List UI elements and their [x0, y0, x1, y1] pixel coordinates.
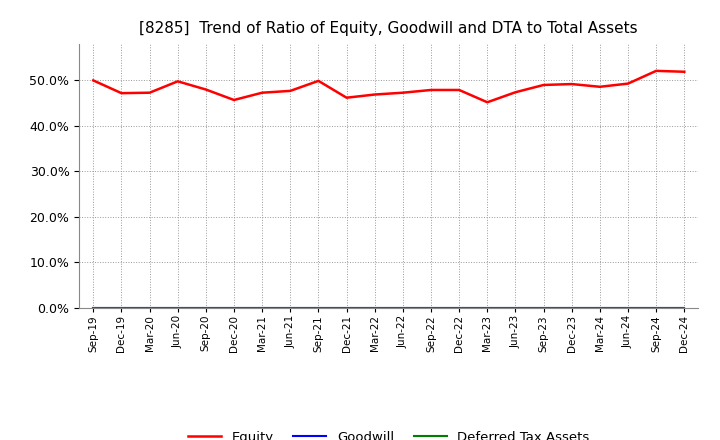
Deferred Tax Assets [370, 305, 379, 311]
Equity [286, 88, 294, 94]
Goodwill [652, 305, 660, 311]
Equity [539, 82, 548, 88]
Equity [483, 99, 492, 105]
Equity [314, 78, 323, 84]
Equity [652, 68, 660, 73]
Goodwill [595, 305, 604, 311]
Goodwill [399, 305, 408, 311]
Goodwill [117, 305, 126, 311]
Deferred Tax Assets [511, 305, 520, 311]
Deferred Tax Assets [455, 305, 464, 311]
Equity [174, 79, 182, 84]
Title: [8285]  Trend of Ratio of Equity, Goodwill and DTA to Total Assets: [8285] Trend of Ratio of Equity, Goodwil… [140, 21, 638, 36]
Goodwill [174, 305, 182, 311]
Goodwill [680, 305, 688, 311]
Equity [230, 97, 238, 103]
Goodwill [567, 305, 576, 311]
Goodwill [539, 305, 548, 311]
Deferred Tax Assets [595, 305, 604, 311]
Goodwill [455, 305, 464, 311]
Deferred Tax Assets [202, 305, 210, 311]
Goodwill [89, 305, 98, 311]
Deferred Tax Assets [314, 305, 323, 311]
Equity [427, 87, 436, 92]
Deferred Tax Assets [680, 305, 688, 311]
Goodwill [342, 305, 351, 311]
Deferred Tax Assets [286, 305, 294, 311]
Goodwill [314, 305, 323, 311]
Deferred Tax Assets [483, 305, 492, 311]
Goodwill [624, 305, 632, 311]
Deferred Tax Assets [117, 305, 126, 311]
Equity [117, 91, 126, 96]
Deferred Tax Assets [539, 305, 548, 311]
Deferred Tax Assets [230, 305, 238, 311]
Deferred Tax Assets [258, 305, 266, 311]
Goodwill [286, 305, 294, 311]
Goodwill [511, 305, 520, 311]
Goodwill [202, 305, 210, 311]
Equity [511, 90, 520, 95]
Deferred Tax Assets [567, 305, 576, 311]
Deferred Tax Assets [89, 305, 98, 311]
Equity [202, 87, 210, 92]
Equity [624, 81, 632, 86]
Goodwill [145, 305, 154, 311]
Line: Equity: Equity [94, 71, 684, 102]
Deferred Tax Assets [624, 305, 632, 311]
Deferred Tax Assets [427, 305, 436, 311]
Equity [342, 95, 351, 100]
Deferred Tax Assets [145, 305, 154, 311]
Equity [370, 92, 379, 97]
Equity [145, 90, 154, 95]
Deferred Tax Assets [399, 305, 408, 311]
Deferred Tax Assets [652, 305, 660, 311]
Goodwill [427, 305, 436, 311]
Goodwill [370, 305, 379, 311]
Equity [567, 81, 576, 87]
Deferred Tax Assets [174, 305, 182, 311]
Goodwill [258, 305, 266, 311]
Equity [595, 84, 604, 89]
Equity [680, 69, 688, 74]
Deferred Tax Assets [342, 305, 351, 311]
Legend: Equity, Goodwill, Deferred Tax Assets: Equity, Goodwill, Deferred Tax Assets [183, 425, 595, 440]
Equity [258, 90, 266, 95]
Equity [455, 87, 464, 92]
Equity [399, 90, 408, 95]
Goodwill [483, 305, 492, 311]
Goodwill [230, 305, 238, 311]
Equity [89, 78, 98, 83]
